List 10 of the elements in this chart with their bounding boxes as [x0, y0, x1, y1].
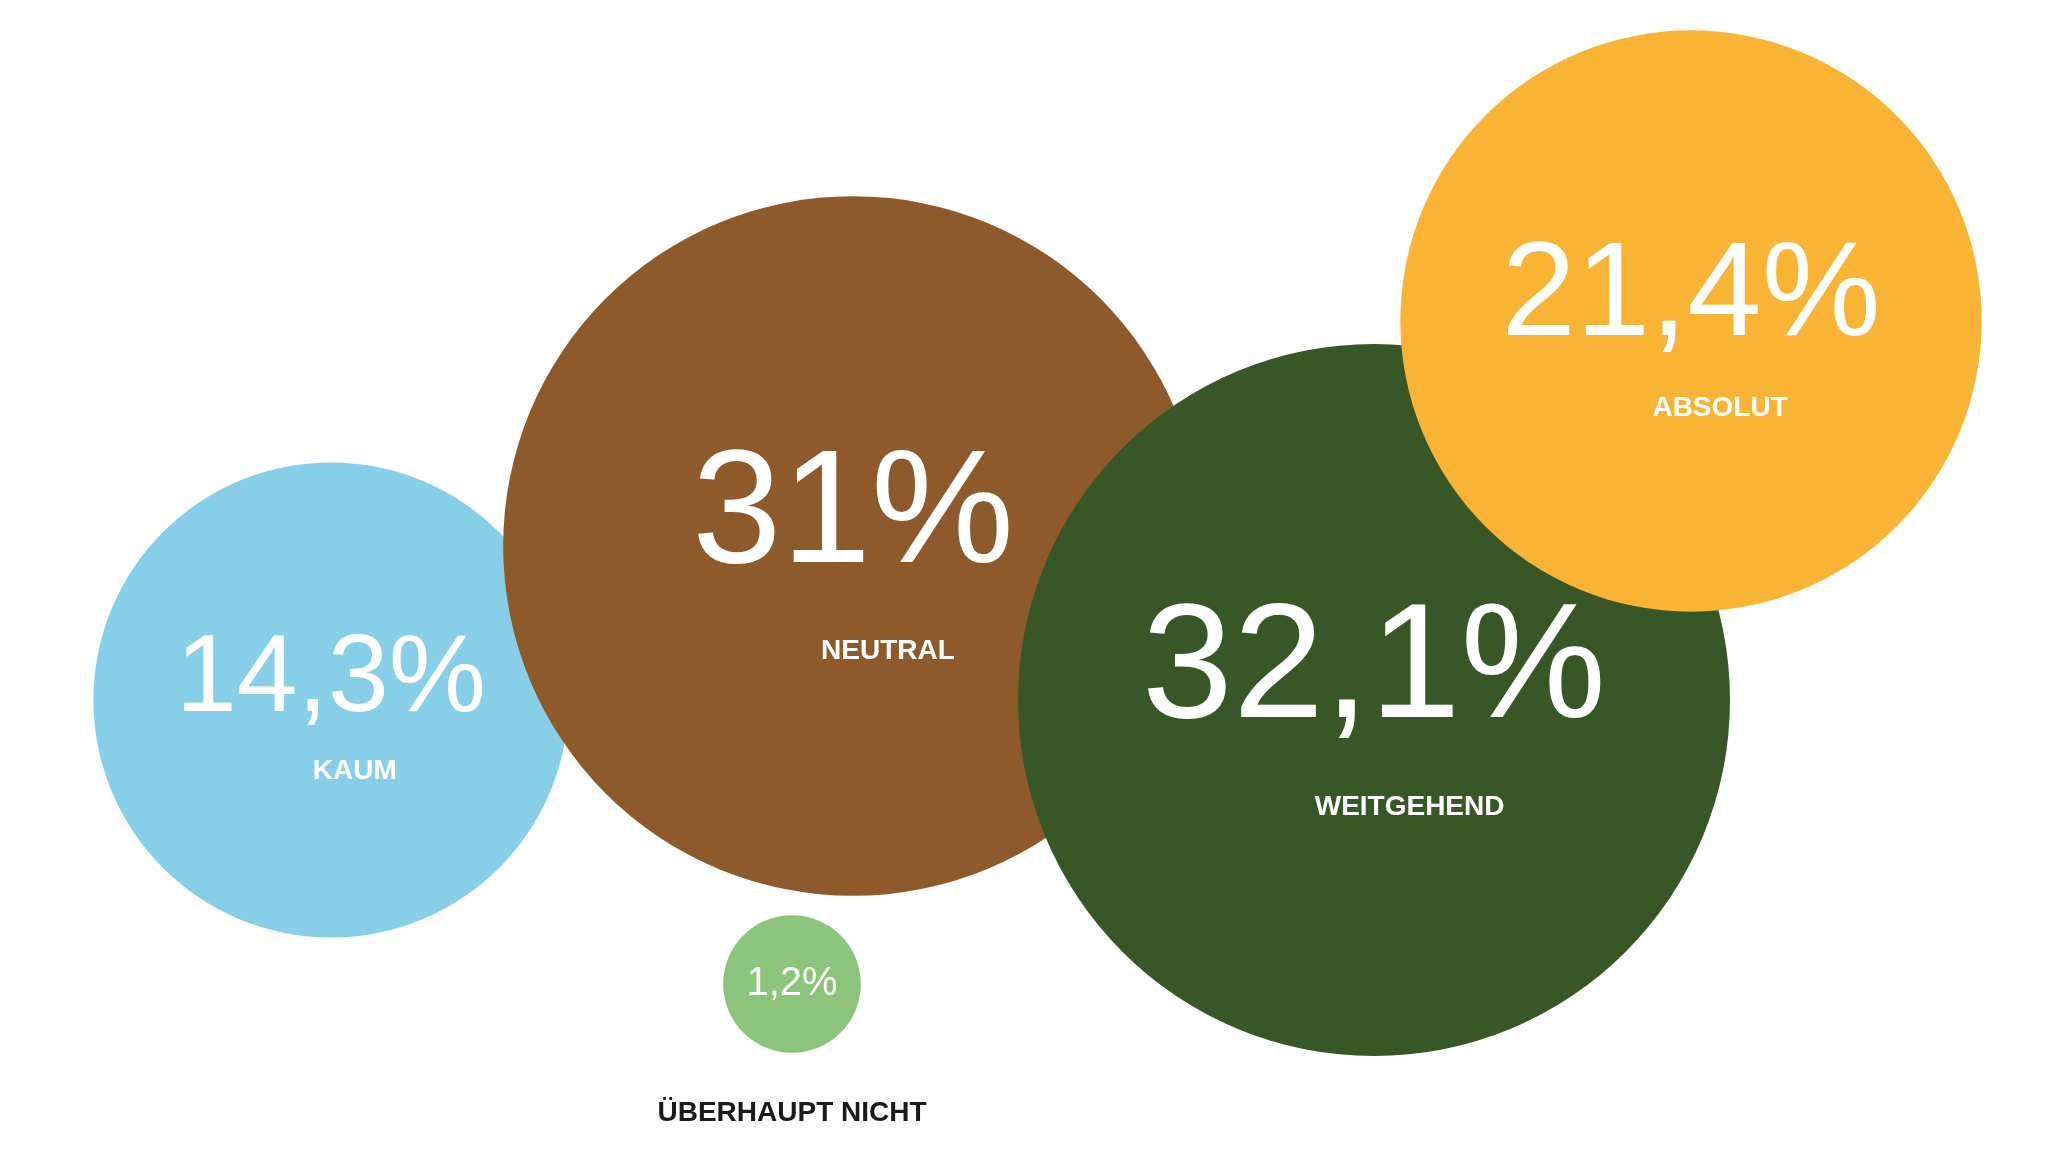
data-label: 31% [691, 416, 1015, 597]
category-label: KAUM [312, 754, 397, 785]
category-label: ÜBERHAUPT NICHT [657, 1095, 927, 1127]
category-label: WEITGEHEND [1314, 789, 1505, 821]
data-label: 14,3% [176, 612, 486, 735]
category-label: NEUTRAL [821, 633, 955, 665]
category-label: ABSOLUT [1652, 390, 1788, 422]
data-label: 1,2% [746, 959, 838, 1004]
data-label: 32,1% [1141, 568, 1607, 752]
data-label: 21,4% [1501, 213, 1881, 363]
